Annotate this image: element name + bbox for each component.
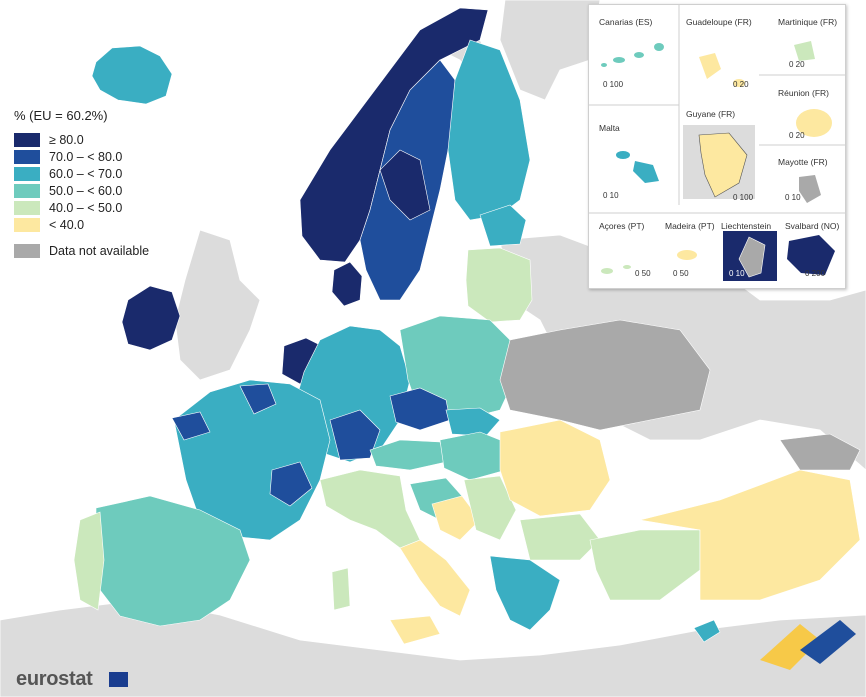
legend-item: 60.0 – < 70.0 <box>14 165 149 182</box>
region-sardinia <box>331 567 351 611</box>
inset-scale-canarias: 0 100 <box>603 80 624 89</box>
region-portugal <box>73 511 105 611</box>
inset-shapes <box>589 5 845 281</box>
legend-swatch-na <box>14 243 40 258</box>
eu-flag-icon <box>109 672 128 687</box>
region-bulgaria <box>519 513 601 561</box>
eurostat-logo: eurostat <box>16 668 93 690</box>
legend-swatch <box>14 200 40 215</box>
region-finland <box>447 39 531 221</box>
legend-item: 40.0 – < 50.0 <box>14 199 149 216</box>
region-turkey-east <box>639 469 861 601</box>
inset-scale-svalbard: 0 200 <box>805 269 826 278</box>
map-legend: % (EU = 60.2%) ≥ 80.0 70.0 – < 80.0 60.0 –… <box>14 108 149 259</box>
inset-label-liechtenstein: Liechtenstein <box>721 221 772 231</box>
inset-scale-guadeloupe: 0 20 <box>733 80 749 89</box>
inset-scale-martinique: 0 20 <box>789 60 805 69</box>
legend-label: 60.0 – < 70.0 <box>49 166 123 181</box>
inset-label-mayotte: Mayotte (FR) <box>778 157 828 167</box>
region-italy-south <box>399 539 471 617</box>
inset-label-reunion: Réunion (FR) <box>778 88 830 98</box>
inset-scale-reunion: 0 20 <box>789 131 805 140</box>
legend-swatch <box>14 183 40 198</box>
region-caucasus <box>779 433 861 471</box>
inset-label-svalbard: Svalbard (NO) <box>785 221 840 231</box>
inset-label-madeira: Madeira (PT) <box>665 221 715 231</box>
region-baltics <box>465 247 533 323</box>
region-france-east <box>269 461 313 507</box>
inset-scale-mayotte: 0 10 <box>785 193 801 202</box>
region-finland-south <box>479 204 527 247</box>
legend-item: 70.0 – < 80.0 <box>14 148 149 165</box>
legend-item: 50.0 – < 60.0 <box>14 182 149 199</box>
legend-item: < 40.0 <box>14 216 149 233</box>
legend-title: % (EU = 60.2%) <box>14 108 108 123</box>
legend-label: ≥ 80.0 <box>49 132 84 147</box>
legend-swatch <box>14 217 40 232</box>
legend-item: ≥ 80.0 <box>14 131 149 148</box>
legend-swatch <box>14 132 40 147</box>
region-bosnia <box>431 495 481 541</box>
region-brittany <box>171 411 211 441</box>
legend-label: < 40.0 <box>49 217 85 232</box>
inset-scale-madeira: 0 50 <box>673 269 689 278</box>
region-iceland <box>91 45 173 105</box>
inset-label-malta: Malta <box>599 123 620 133</box>
legend-item-na: Data not available <box>14 242 149 259</box>
region-ireland <box>121 285 181 351</box>
inset-label-martinique: Martinique (FR) <box>778 17 838 27</box>
inset-label-canarias: Canarias (ES) <box>599 17 653 27</box>
legend-label: 70.0 – < 80.0 <box>49 149 123 164</box>
region-denmark <box>331 261 363 307</box>
inset-panel: Canarias (ES) 0 100 Guadeloupe (FR) 0 20… <box>588 4 846 289</box>
region-ukraine <box>499 319 711 431</box>
legend-swatch <box>14 149 40 164</box>
region-turkey-west <box>589 529 701 601</box>
region-cyprus <box>693 619 721 643</box>
legend-swatch <box>14 166 40 181</box>
inset-scale-liechtenstein: 0 10 <box>729 269 745 278</box>
region-slovakia <box>445 407 501 437</box>
inset-label-guyane: Guyane (FR) <box>686 109 736 119</box>
region-serbia <box>463 475 517 541</box>
region-sweden-north <box>379 149 431 221</box>
region-sicily <box>389 615 441 645</box>
inset-scale-acores: 0 50 <box>635 269 651 278</box>
region-greece <box>489 555 561 631</box>
inset-label-guadeloupe: Guadeloupe (FR) <box>686 17 752 27</box>
inset-scale-malta: 0 10 <box>603 191 619 200</box>
region-germany-south <box>329 409 381 461</box>
region-hungary <box>439 431 511 481</box>
inset-label-acores: Açores (PT) <box>599 221 645 231</box>
legend-label-na: Data not available <box>49 243 150 258</box>
region-romania <box>499 419 611 517</box>
inset-scale-guyane: 0 100 <box>733 193 754 202</box>
legend-label: 50.0 – < 60.0 <box>49 183 123 198</box>
region-france-north <box>239 383 277 415</box>
legend-items: ≥ 80.0 70.0 – < 80.0 60.0 – < 70.0 50.0 – <… <box>14 131 149 233</box>
legend-label: 40.0 – < 50.0 <box>49 200 123 215</box>
region-italy-north <box>319 469 421 549</box>
eurostat-ribbon <box>760 620 856 670</box>
